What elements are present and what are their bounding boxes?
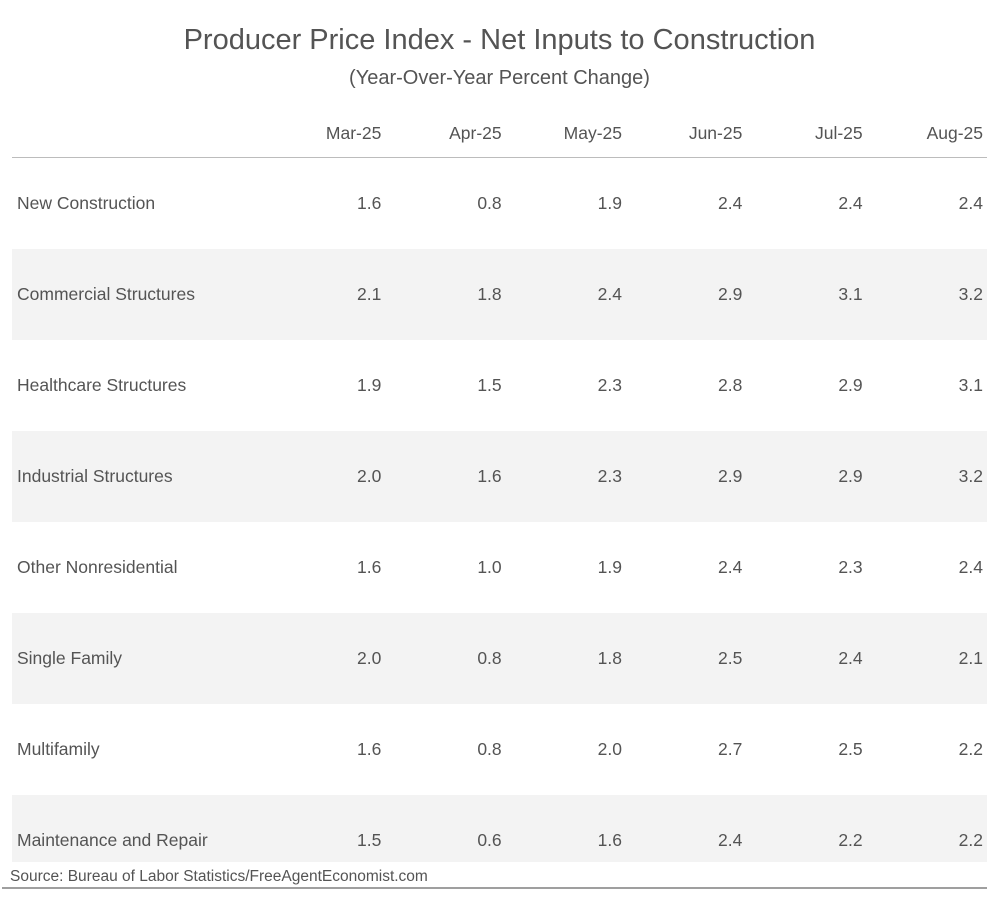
cell-value: 1.6 xyxy=(477,466,502,486)
cell-value: 2.0 xyxy=(357,648,382,668)
row-label: Other Nonresidential xyxy=(17,557,178,577)
cell-value: 2.4 xyxy=(838,193,863,213)
cell-value: 2.2 xyxy=(958,739,983,759)
cell-value: 2.5 xyxy=(838,739,863,759)
row-label: Multifamily xyxy=(17,739,100,759)
cell-value: 1.5 xyxy=(477,375,502,395)
cell-value: 2.7 xyxy=(718,739,743,759)
table-row-commercial-structures: Commercial Structures 2.1 1.8 2.4 2.9 3.… xyxy=(12,249,987,340)
figure-subtitle: (Year-Over-Year Percent Change) xyxy=(349,67,650,89)
cell-value: 1.9 xyxy=(597,193,622,213)
cell-value: 1.8 xyxy=(477,284,502,304)
cell-value: 1.6 xyxy=(597,830,622,850)
row-label: Single Family xyxy=(17,648,123,668)
data-table: Mar-25 Apr-25 May-25 Jun-25 Jul-25 Aug-2… xyxy=(12,110,987,886)
cell-value: 2.8 xyxy=(718,375,743,395)
column-header-jun-25: Jun-25 xyxy=(688,123,743,143)
row-label: Healthcare Structures xyxy=(17,375,187,395)
cell-value: 3.2 xyxy=(958,466,983,486)
cell-value: 2.2 xyxy=(838,830,863,850)
cell-value: 2.4 xyxy=(718,830,743,850)
cell-value: 2.4 xyxy=(718,193,743,213)
column-header-mar-25: Mar-25 xyxy=(325,123,382,143)
cell-value: 2.0 xyxy=(357,466,382,486)
cell-value: 0.6 xyxy=(477,830,502,850)
cell-value: 2.3 xyxy=(597,466,622,486)
cell-value: 1.9 xyxy=(597,557,622,577)
cell-value: 1.6 xyxy=(357,739,382,759)
cell-value: 2.0 xyxy=(597,739,622,759)
row-label: Maintenance and Repair xyxy=(17,830,208,850)
cell-value: 3.1 xyxy=(958,375,983,395)
column-header-may-25: May-25 xyxy=(563,123,622,143)
table-row-multifamily: Multifamily 1.6 0.8 2.0 2.7 2.5 2.2 xyxy=(12,704,987,795)
cell-value: 2.3 xyxy=(597,375,622,395)
row-label: Industrial Structures xyxy=(17,466,173,486)
row-label: New Construction xyxy=(17,193,156,213)
cell-value: 1.6 xyxy=(357,193,382,213)
cell-value: 2.9 xyxy=(838,466,863,486)
table-row-industrial-structures: Industrial Structures 2.0 1.6 2.3 2.9 2.… xyxy=(12,431,987,522)
cell-value: 2.4 xyxy=(838,648,863,668)
cell-value: 2.3 xyxy=(838,557,863,577)
table-header-row: Mar-25 Apr-25 May-25 Jun-25 Jul-25 Aug-2… xyxy=(12,110,987,158)
cell-value: 1.6 xyxy=(357,557,382,577)
cell-value: 2.9 xyxy=(838,375,863,395)
figure-title: Producer Price Index - Net Inputs to Con… xyxy=(183,24,816,56)
cell-value: 1.8 xyxy=(597,648,622,668)
table-row-other-nonresidential: Other Nonresidential 1.6 1.0 1.9 2.4 2.3… xyxy=(12,522,987,613)
cell-value: 1.5 xyxy=(357,830,382,850)
bottom-divider xyxy=(2,887,987,889)
cell-value: 2.1 xyxy=(357,284,382,304)
table-row-new-construction: New Construction 1.6 0.8 1.9 2.4 2.4 2.4 xyxy=(12,158,987,249)
cell-value: 2.4 xyxy=(718,557,743,577)
cell-value: 1.9 xyxy=(357,375,382,395)
cell-value: 0.8 xyxy=(477,648,502,668)
column-header-aug-25: Aug-25 xyxy=(926,123,983,143)
row-label: Commercial Structures xyxy=(17,284,195,304)
cell-value: 2.1 xyxy=(958,648,983,668)
cell-value: 3.2 xyxy=(958,284,983,304)
cell-value: 2.2 xyxy=(958,830,983,850)
cell-value: 3.1 xyxy=(838,284,863,304)
cell-value: 2.4 xyxy=(958,193,983,213)
cell-value: 0.8 xyxy=(477,739,502,759)
cell-value: 1.0 xyxy=(477,557,502,577)
column-header-jul-25: Jul-25 xyxy=(814,123,863,143)
cell-value: 2.9 xyxy=(718,284,743,304)
cell-value: 2.5 xyxy=(718,648,743,668)
cell-value: 2.4 xyxy=(958,557,983,577)
cell-value: 2.4 xyxy=(597,284,622,304)
source-note: Source: Bureau of Labor Statistics/FreeA… xyxy=(0,862,999,899)
table-row-single-family: Single Family 2.0 0.8 1.8 2.5 2.4 2.1 xyxy=(12,613,987,704)
table-row-healthcare-structures: Healthcare Structures 1.9 1.5 2.3 2.8 2.… xyxy=(12,340,987,431)
cell-value: 2.9 xyxy=(718,466,743,486)
cell-value: 0.8 xyxy=(477,193,502,213)
column-header-apr-25: Apr-25 xyxy=(449,123,502,143)
